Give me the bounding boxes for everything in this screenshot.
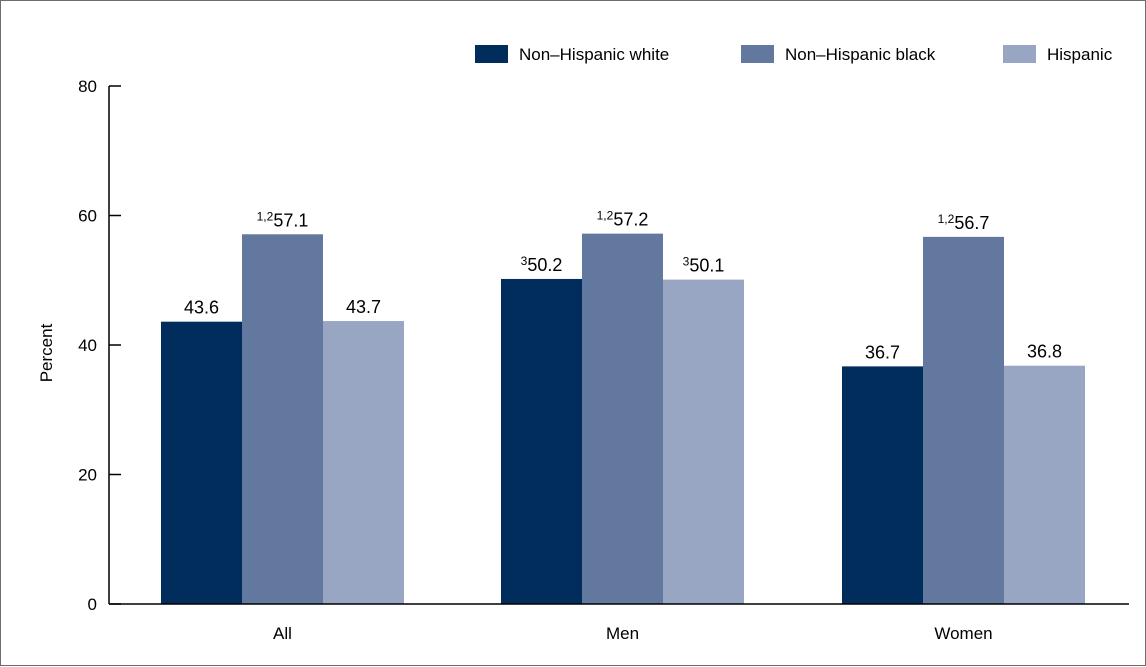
y-tick-label: 80 (78, 77, 97, 96)
legend-swatch (475, 45, 508, 63)
footnote-marker: 3 (683, 255, 690, 269)
bar (923, 236, 1004, 604)
legend-swatch (741, 45, 774, 63)
bar (161, 321, 242, 604)
data-label: 36.7 (865, 342, 900, 362)
legend-item: Hispanic (1003, 45, 1113, 64)
data-value: 56.7 (954, 213, 989, 233)
bar (242, 234, 323, 604)
footnote-marker: 1,2 (938, 212, 955, 226)
y-axis: 0 20 40 60 80 (78, 77, 121, 614)
data-label: 1,257.1 (257, 209, 309, 230)
data-label: 43.7 (346, 297, 381, 317)
y-tick-label: 0 (88, 595, 97, 614)
data-value: 50.2 (527, 255, 562, 275)
y-axis-label: Percent (37, 323, 56, 382)
bar (1004, 365, 1085, 604)
footnote-marker: 3 (521, 254, 528, 268)
data-label: 350.1 (683, 255, 725, 276)
data-value: 57.2 (613, 210, 648, 230)
x-category-label: Women (934, 624, 992, 643)
x-category-label: All (273, 624, 292, 643)
legend-item: Non–Hispanic white (475, 45, 669, 64)
bar (842, 366, 923, 604)
data-label: 36.8 (1027, 342, 1062, 362)
data-label: 1,256.7 (938, 212, 990, 233)
footnote-marker: 1,2 (597, 209, 614, 223)
bar-group-women: 36.7 1,256.7 36.8 (842, 212, 1085, 604)
bars: 43.61,257.143.7350.21,257.2350.136.71,25… (161, 209, 1085, 604)
data-label: 43.6 (184, 298, 219, 318)
bar (663, 279, 744, 604)
footnote-marker: 1,2 (257, 209, 274, 223)
data-value: 57.1 (273, 210, 308, 230)
legend-item: Non–Hispanic black (741, 45, 936, 64)
bar-group-all: 43.6 1,257.1 43.7 (161, 209, 404, 604)
y-tick-label: 60 (78, 207, 97, 226)
data-label: 1,257.2 (597, 209, 649, 230)
y-tick-label: 40 (78, 336, 97, 355)
x-category-label: Men (606, 624, 639, 643)
bar (323, 321, 404, 604)
legend: Non–Hispanic white Non–Hispanic black Hisp… (475, 45, 1113, 64)
legend-label: Non–Hispanic black (785, 45, 936, 64)
legend-label: Hispanic (1047, 45, 1113, 64)
y-tick-label: 20 (78, 466, 97, 485)
bar (501, 278, 582, 604)
bar (582, 233, 663, 604)
legend-swatch (1003, 45, 1036, 63)
legend-label: Non–Hispanic white (519, 45, 669, 64)
x-axis: All Men Women (109, 603, 1129, 643)
data-value: 50.1 (689, 256, 724, 276)
data-label: 350.2 (521, 254, 563, 275)
